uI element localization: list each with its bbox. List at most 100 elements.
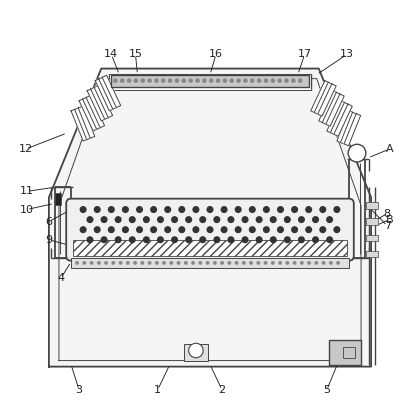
Bar — [71, 258, 349, 268]
Circle shape — [200, 217, 205, 222]
Text: 15: 15 — [129, 49, 142, 60]
Circle shape — [249, 227, 255, 233]
Circle shape — [123, 207, 128, 212]
Circle shape — [172, 237, 177, 242]
Circle shape — [271, 79, 274, 82]
Circle shape — [87, 237, 93, 242]
Circle shape — [279, 262, 281, 264]
Text: 14: 14 — [104, 49, 118, 60]
Circle shape — [165, 227, 171, 233]
Circle shape — [189, 79, 192, 82]
Circle shape — [320, 207, 326, 212]
Circle shape — [235, 227, 241, 233]
Text: 13: 13 — [340, 49, 354, 60]
Circle shape — [168, 79, 172, 82]
Circle shape — [162, 79, 165, 82]
Polygon shape — [83, 97, 101, 129]
Polygon shape — [334, 104, 352, 136]
Text: 8: 8 — [383, 208, 391, 219]
Circle shape — [299, 217, 304, 222]
Circle shape — [129, 237, 135, 242]
Circle shape — [264, 79, 268, 82]
Circle shape — [256, 237, 262, 242]
Circle shape — [270, 217, 276, 222]
Circle shape — [216, 79, 220, 82]
Text: 6: 6 — [45, 217, 52, 226]
Polygon shape — [337, 111, 354, 143]
Circle shape — [170, 262, 173, 264]
Circle shape — [301, 262, 303, 264]
Circle shape — [101, 237, 107, 242]
Circle shape — [214, 237, 220, 242]
Circle shape — [242, 237, 248, 242]
Circle shape — [210, 79, 213, 82]
FancyBboxPatch shape — [66, 199, 354, 261]
Circle shape — [272, 262, 274, 264]
Polygon shape — [344, 114, 361, 146]
Circle shape — [244, 79, 247, 82]
Bar — [366, 251, 378, 257]
Circle shape — [105, 262, 107, 264]
Circle shape — [284, 237, 290, 242]
Circle shape — [221, 227, 227, 233]
Circle shape — [237, 79, 240, 82]
Circle shape — [284, 217, 290, 222]
Polygon shape — [95, 79, 114, 111]
Circle shape — [308, 262, 310, 264]
Circle shape — [144, 217, 149, 222]
Circle shape — [158, 217, 163, 222]
Bar — [111, 75, 309, 87]
Text: 16: 16 — [209, 49, 223, 60]
Circle shape — [121, 79, 124, 82]
Circle shape — [136, 227, 142, 233]
Circle shape — [278, 207, 284, 212]
Circle shape — [116, 217, 121, 222]
Circle shape — [264, 227, 269, 233]
Circle shape — [148, 79, 151, 82]
Circle shape — [278, 227, 284, 233]
Circle shape — [235, 262, 238, 264]
Circle shape — [242, 217, 248, 222]
Circle shape — [285, 79, 288, 82]
Circle shape — [141, 79, 144, 82]
Circle shape — [126, 262, 129, 264]
Circle shape — [199, 262, 202, 264]
Circle shape — [151, 227, 156, 233]
Polygon shape — [91, 87, 109, 119]
Circle shape — [249, 207, 255, 212]
Circle shape — [87, 217, 93, 222]
Circle shape — [172, 217, 177, 222]
Bar — [366, 202, 378, 209]
Text: 3: 3 — [76, 385, 83, 395]
Circle shape — [158, 237, 163, 242]
Circle shape — [179, 207, 185, 212]
Text: 12: 12 — [18, 144, 33, 154]
Circle shape — [192, 262, 194, 264]
Text: B: B — [386, 215, 393, 224]
Polygon shape — [314, 82, 333, 115]
Circle shape — [228, 217, 234, 222]
Text: 1: 1 — [154, 385, 161, 395]
Circle shape — [221, 207, 227, 212]
Circle shape — [306, 207, 312, 212]
Circle shape — [151, 207, 156, 212]
Circle shape — [313, 237, 318, 242]
Circle shape — [97, 262, 100, 264]
Circle shape — [156, 262, 158, 264]
Circle shape — [141, 262, 144, 264]
Bar — [184, 344, 208, 360]
Circle shape — [179, 227, 185, 233]
Text: 7: 7 — [383, 221, 391, 231]
Circle shape — [83, 262, 86, 264]
Circle shape — [299, 79, 302, 82]
Circle shape — [165, 207, 171, 212]
Text: A: A — [386, 144, 393, 154]
Bar — [329, 340, 361, 365]
Polygon shape — [49, 69, 371, 367]
Text: 9: 9 — [45, 235, 52, 245]
Circle shape — [108, 227, 114, 233]
Circle shape — [228, 262, 231, 264]
Circle shape — [80, 227, 86, 233]
Circle shape — [327, 237, 333, 242]
Text: 5: 5 — [323, 385, 330, 395]
